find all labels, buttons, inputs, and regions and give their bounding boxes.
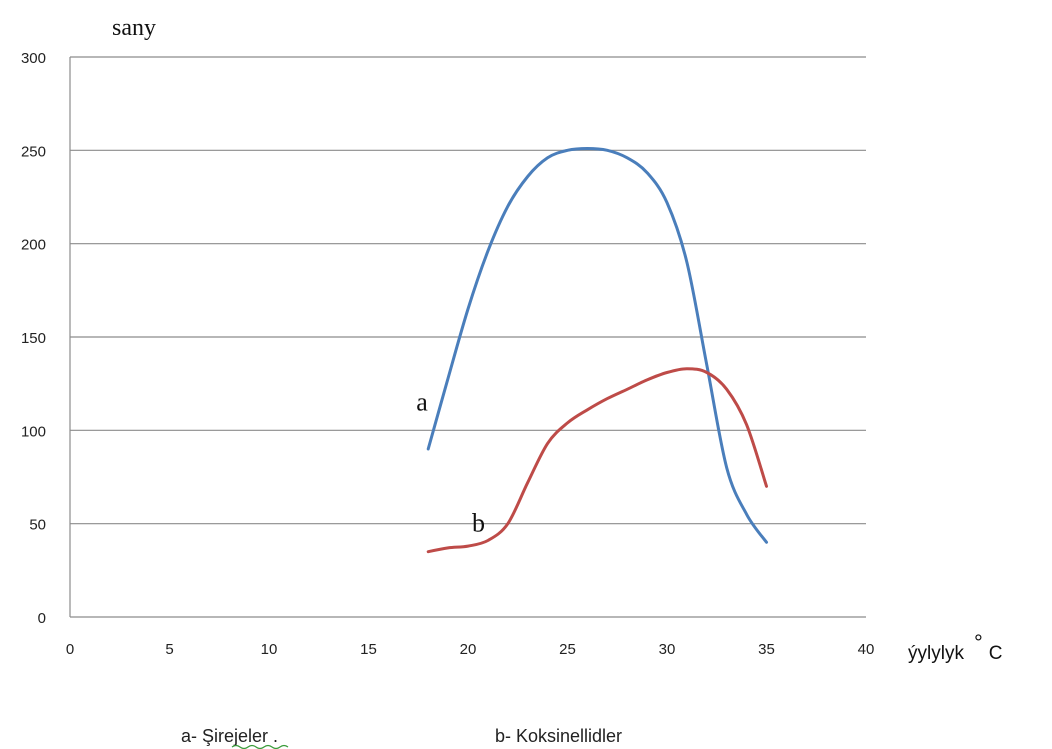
grid-lines	[70, 56, 866, 618]
x-tick-label-25: 25	[559, 641, 576, 658]
y-tick-labels: 0 50 100 150 200 250 300	[21, 50, 46, 627]
x-tick-label-15: 15	[360, 641, 377, 658]
x-tick-label-20: 20	[460, 641, 477, 658]
y-axis-title: sany	[112, 15, 156, 41]
y-tick-label-250: 250	[21, 143, 46, 160]
series-annotation-a: a	[416, 387, 428, 416]
x-tick-label-35: 35	[758, 641, 775, 658]
series-annotations: ab	[416, 387, 485, 537]
x-axis-title: ýylylyk ° C	[908, 630, 1003, 664]
series-annotation-b: b	[472, 509, 485, 538]
y-tick-label-200: 200	[21, 237, 46, 254]
legend-item-a: a- Şirejeler .	[181, 726, 278, 746]
y-tick-label-50: 50	[29, 517, 46, 534]
x-tick-label-40: 40	[858, 641, 875, 658]
x-tick-label-0: 0	[66, 641, 74, 658]
y-tick-label-300: 300	[21, 50, 46, 67]
series-lines	[426, 147, 768, 554]
degree-symbol: °	[974, 630, 983, 655]
y-tick-label-150: 150	[21, 330, 46, 347]
x-tick-label-5: 5	[165, 641, 173, 658]
series-line-b	[426, 367, 768, 554]
y-tick-label-100: 100	[21, 423, 46, 440]
x-axis-title-unit: C	[989, 643, 1003, 664]
x-tick-labels: 0 5 10 15 20 25 30 35 40	[66, 641, 875, 658]
legend: a- Şirejeler . b- Koksinellidler	[181, 726, 622, 749]
legend-item-b: b- Koksinellidler	[495, 726, 622, 746]
x-axis-title-text: ýylylyk	[908, 643, 964, 664]
series-line-a	[426, 147, 768, 544]
x-tick-label-30: 30	[659, 641, 676, 658]
x-tick-label-10: 10	[261, 641, 278, 658]
y-tick-label-0: 0	[38, 610, 46, 627]
